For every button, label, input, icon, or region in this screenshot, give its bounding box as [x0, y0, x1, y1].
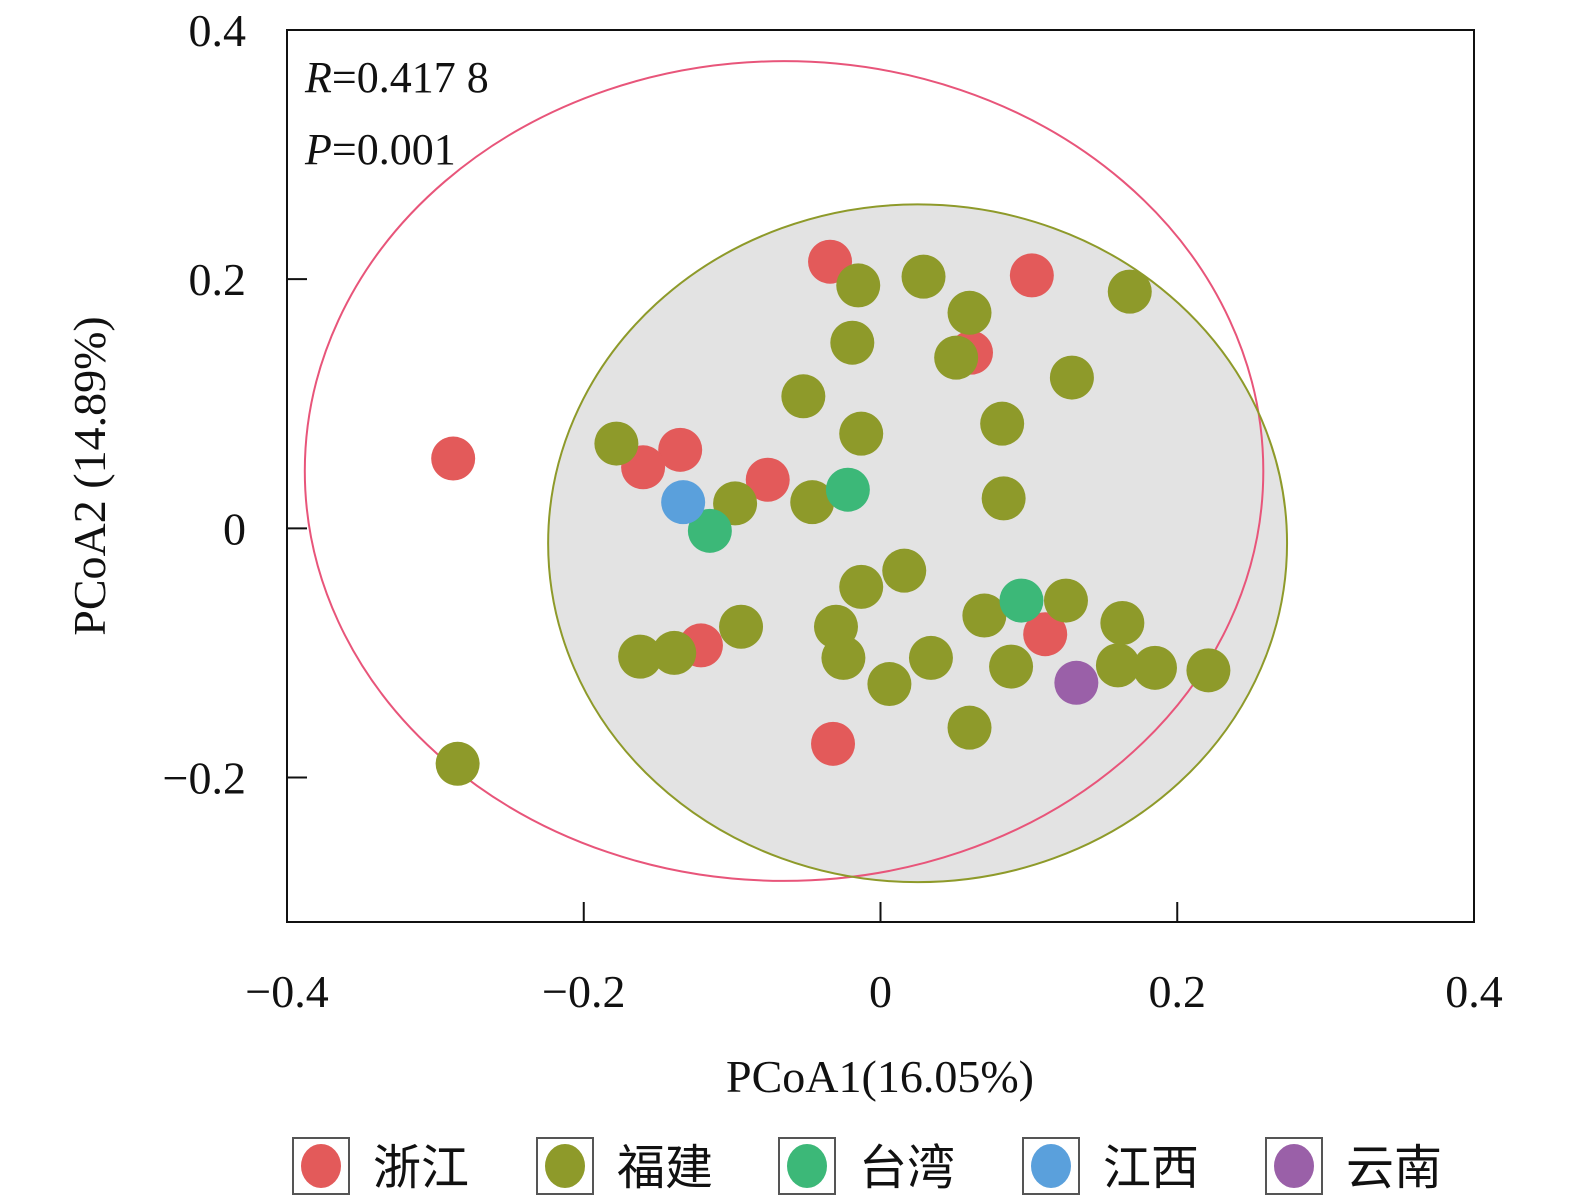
ellipse-outline-0	[303, 60, 1265, 882]
data-point-series-1	[980, 401, 1025, 446]
data-point-series-1	[618, 634, 663, 679]
data-point-series-1	[981, 476, 1026, 521]
data-point-series-1	[839, 411, 884, 456]
legend-item-1: 福建	[536, 1137, 713, 1195]
x-tick-label: −0.2	[542, 966, 625, 1017]
legend-item-3: 江西	[1022, 1137, 1199, 1195]
data-point-series-1	[947, 705, 992, 750]
data-point-series-1	[1100, 601, 1145, 646]
data-points	[431, 239, 1231, 786]
y-tick-label: 0	[223, 503, 246, 554]
data-point-series-1	[435, 741, 480, 786]
data-point-series-0	[745, 457, 790, 502]
legend-item-2: 台湾	[778, 1137, 955, 1195]
data-point-series-1	[1132, 645, 1177, 690]
data-point-series-0	[811, 721, 856, 766]
x-tick-label: 0	[869, 966, 892, 1017]
data-point-series-0	[1023, 612, 1068, 657]
ellipse-outline-1	[547, 203, 1289, 884]
ellipse-fill-1	[548, 204, 1288, 883]
data-point-series-1	[901, 254, 946, 299]
data-point-series-0	[1009, 253, 1054, 298]
data-point-series-0	[431, 436, 476, 481]
legend-label: 江西	[1103, 1142, 1199, 1195]
data-point-series-1	[908, 635, 953, 680]
legend-marker	[1274, 1144, 1314, 1188]
y-axis-label: PCoA2 (14.89%)	[64, 316, 115, 635]
data-point-series-1	[962, 593, 1007, 638]
data-point-series-1	[821, 635, 866, 680]
data-point-series-1	[1095, 643, 1140, 688]
data-point-series-1	[652, 630, 697, 675]
data-point-series-1	[594, 421, 639, 466]
legend-marker	[545, 1144, 585, 1188]
x-tick-label: −0.4	[245, 966, 328, 1017]
confidence-ellipses	[303, 60, 1289, 884]
p-annotation: P=0.001	[304, 125, 456, 174]
x-axis-label: PCoA1(16.05%)	[726, 1051, 1034, 1102]
data-point-series-1	[989, 644, 1034, 689]
data-point-series-1	[934, 335, 979, 380]
data-point-series-1	[882, 548, 927, 593]
data-point-series-0	[658, 427, 703, 472]
y-tick-label: 0.4	[189, 5, 247, 56]
data-point-series-1	[1043, 578, 1088, 623]
data-point-series-2	[687, 508, 732, 553]
data-point-series-1	[719, 604, 764, 649]
data-point-series-1	[947, 290, 992, 335]
data-point-series-1	[836, 263, 881, 308]
axis-ticks: −0.4 −0.2 0 0.2 0.4 0.4 0.2 0 −0.2	[163, 5, 1503, 1017]
data-point-series-3	[661, 480, 706, 525]
data-point-series-1	[790, 480, 835, 525]
data-point-series-1	[1186, 648, 1231, 693]
legend-item-4: 云南	[1265, 1137, 1442, 1195]
legend-label: 云南	[1346, 1142, 1442, 1195]
data-point-series-1	[781, 374, 826, 419]
data-point-series-1	[839, 564, 884, 609]
r-annotation: R=0.417 8	[304, 53, 489, 102]
legend: 浙江 福建 台湾 江西 云南	[292, 1137, 1442, 1195]
legend-marker	[1031, 1144, 1071, 1188]
y-tick-label: 0.2	[189, 254, 247, 305]
data-point-series-1	[867, 662, 912, 707]
data-point-series-2	[825, 467, 870, 512]
x-tick-label: 0.4	[1445, 966, 1503, 1017]
y-tick-label: −0.2	[163, 752, 246, 803]
legend-label: 台湾	[859, 1142, 955, 1195]
legend-marker	[787, 1144, 827, 1188]
data-point-series-1	[1107, 269, 1152, 314]
legend-marker	[301, 1144, 341, 1188]
legend-item-0: 浙江	[292, 1137, 469, 1195]
data-point-series-1	[830, 320, 875, 365]
legend-label: 浙江	[373, 1142, 469, 1195]
data-point-series-1	[1049, 355, 1094, 400]
data-point-series-4	[1054, 660, 1099, 705]
data-point-series-2	[999, 578, 1044, 623]
x-tick-label: 0.2	[1149, 966, 1207, 1017]
legend-label: 福建	[617, 1142, 713, 1195]
